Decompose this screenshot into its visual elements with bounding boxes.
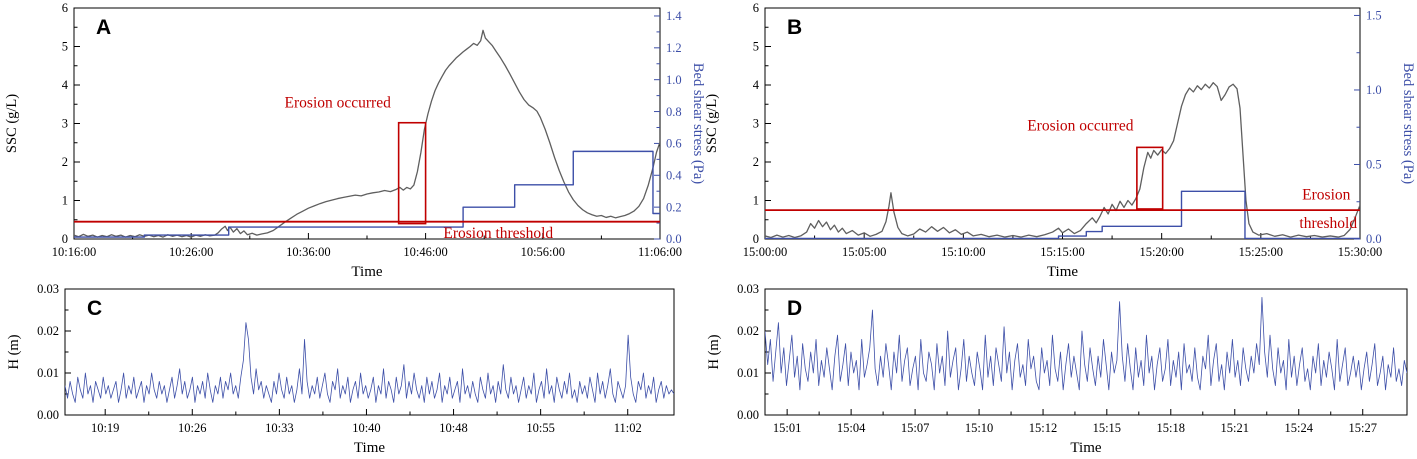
svg-text:Time: Time xyxy=(1070,440,1101,456)
panel-c-chart: 10:19 10:26 10:33 10:40 10:48 10:55 11:02 Time 0… xyxy=(6,282,675,456)
svg-text:4: 4 xyxy=(62,78,69,92)
svg-text:10:26:00: 10:26:00 xyxy=(169,245,213,259)
top-row: 10:16:00 10:26:00 10:36:00 10:46:00 10:56:00… xyxy=(0,0,1417,283)
svg-text:15:00:00: 15:00:00 xyxy=(743,245,787,259)
svg-text:0.2: 0.2 xyxy=(666,200,682,214)
svg-text:5: 5 xyxy=(62,40,68,54)
svg-text:Time: Time xyxy=(354,440,385,456)
panel-a-chart: 10:16:00 10:26:00 10:36:00 10:46:00 10:56:00… xyxy=(4,1,706,280)
svg-text:0.03: 0.03 xyxy=(737,282,759,296)
svg-text:0.0: 0.0 xyxy=(1366,232,1382,246)
svg-text:Time: Time xyxy=(351,264,382,280)
svg-text:2: 2 xyxy=(62,155,68,169)
svg-text:2: 2 xyxy=(753,155,759,169)
svg-text:Bed shear stress (Pa): Bed shear stress (Pa) xyxy=(1400,63,1416,184)
svg-text:1.4: 1.4 xyxy=(666,9,682,23)
svg-text:11:02: 11:02 xyxy=(614,421,642,435)
svg-text:15:10: 15:10 xyxy=(965,421,993,435)
svg-text:0.02: 0.02 xyxy=(737,324,759,338)
svg-text:10:33: 10:33 xyxy=(265,421,293,435)
svg-text:0: 0 xyxy=(62,232,68,246)
panel-b-chart: 15:00:00 15:05:00 15:10:00 15:15:00 15:20:00… xyxy=(704,1,1416,280)
svg-text:0.01: 0.01 xyxy=(37,366,59,380)
svg-text:15:25:00: 15:25:00 xyxy=(1239,245,1283,259)
svg-text:0.00: 0.00 xyxy=(37,408,59,422)
svg-text:15:05:00: 15:05:00 xyxy=(842,245,886,259)
svg-text:SSC (g/L): SSC (g/L) xyxy=(4,94,20,153)
bottom-row: 10:19 10:26 10:33 10:40 10:48 10:55 11:02 Time 0… xyxy=(0,282,1417,459)
svg-text:6: 6 xyxy=(753,1,759,15)
svg-text:15:10:00: 15:10:00 xyxy=(941,245,985,259)
svg-text:15:15:00: 15:15:00 xyxy=(1040,245,1084,259)
svg-text:threshold: threshold xyxy=(1299,215,1357,232)
svg-text:10:48: 10:48 xyxy=(439,421,467,435)
svg-text:3: 3 xyxy=(62,117,68,131)
svg-text:1.5: 1.5 xyxy=(1366,9,1382,23)
svg-text:SSC (g/L): SSC (g/L) xyxy=(704,94,720,153)
svg-text:15:18: 15:18 xyxy=(1157,421,1185,435)
svg-text:0.4: 0.4 xyxy=(666,168,682,182)
svg-text:0.5: 0.5 xyxy=(1366,158,1382,172)
svg-text:0.00: 0.00 xyxy=(737,408,759,422)
panel-a: 10:16:00 10:26:00 10:36:00 10:46:00 10:56:00… xyxy=(0,0,706,283)
svg-text:10:36:00: 10:36:00 xyxy=(286,245,330,259)
svg-text:D: D xyxy=(787,297,802,320)
svg-text:4: 4 xyxy=(753,78,760,92)
svg-text:1.0: 1.0 xyxy=(1366,83,1382,97)
svg-text:3: 3 xyxy=(753,117,759,131)
svg-text:H (m): H (m) xyxy=(6,334,22,369)
panel-c: 10:19 10:26 10:33 10:40 10:48 10:55 11:02 Time 0… xyxy=(0,282,700,459)
svg-text:0.02: 0.02 xyxy=(37,324,59,338)
svg-text:C: C xyxy=(87,297,102,320)
svg-text:1.2: 1.2 xyxy=(666,41,682,55)
svg-text:Erosion: Erosion xyxy=(1302,187,1350,204)
svg-text:Erosion occurred: Erosion occurred xyxy=(1027,117,1134,134)
svg-text:1: 1 xyxy=(62,194,68,208)
svg-text:0: 0 xyxy=(753,232,759,246)
svg-text:1.0: 1.0 xyxy=(666,73,682,87)
panel-d-chart: 15:01 15:04 15:07 15:10 15:12 15:15 15:18 15:21… xyxy=(706,282,1408,456)
svg-text:1: 1 xyxy=(753,194,759,208)
svg-text:15:30:00: 15:30:00 xyxy=(1338,245,1382,259)
svg-text:10:55: 10:55 xyxy=(526,421,554,435)
svg-text:15:07: 15:07 xyxy=(901,421,929,435)
svg-text:Erosion threshold: Erosion threshold xyxy=(443,225,553,242)
svg-text:B: B xyxy=(787,16,802,39)
svg-text:10:46:00: 10:46:00 xyxy=(403,245,447,259)
panel-d: 15:01 15:04 15:07 15:10 15:12 15:15 15:18 15:21… xyxy=(700,282,1417,459)
svg-text:15:01: 15:01 xyxy=(773,421,801,435)
svg-text:0.01: 0.01 xyxy=(737,366,759,380)
svg-text:10:56:00: 10:56:00 xyxy=(521,245,565,259)
svg-text:0.6: 0.6 xyxy=(666,137,682,151)
svg-text:15:12: 15:12 xyxy=(1029,421,1057,435)
svg-text:10:26: 10:26 xyxy=(178,421,206,435)
svg-text:Erosion occurred: Erosion occurred xyxy=(285,94,392,111)
svg-text:Time: Time xyxy=(1047,264,1078,280)
svg-text:15:27: 15:27 xyxy=(1348,421,1376,435)
svg-text:15:20:00: 15:20:00 xyxy=(1139,245,1183,259)
svg-text:15:04: 15:04 xyxy=(837,421,866,435)
svg-text:Bed shear stress (Pa): Bed shear stress (Pa) xyxy=(690,63,706,184)
svg-text:11:06:00: 11:06:00 xyxy=(638,245,682,259)
svg-text:0.03: 0.03 xyxy=(37,282,59,296)
svg-text:0.8: 0.8 xyxy=(666,105,682,119)
svg-text:6: 6 xyxy=(62,1,68,15)
svg-text:10:19: 10:19 xyxy=(91,421,119,435)
svg-text:5: 5 xyxy=(753,40,759,54)
svg-text:15:21: 15:21 xyxy=(1221,421,1249,435)
svg-text:10:16:00: 10:16:00 xyxy=(52,245,96,259)
svg-text:10:40: 10:40 xyxy=(352,421,380,435)
svg-text:0.0: 0.0 xyxy=(666,232,682,246)
svg-text:15:15: 15:15 xyxy=(1093,421,1121,435)
panel-b: 15:00:00 15:05:00 15:10:00 15:15:00 15:20:00… xyxy=(700,0,1417,283)
svg-text:15:24: 15:24 xyxy=(1285,421,1314,435)
svg-text:H (m): H (m) xyxy=(706,334,722,369)
svg-text:A: A xyxy=(96,16,111,39)
